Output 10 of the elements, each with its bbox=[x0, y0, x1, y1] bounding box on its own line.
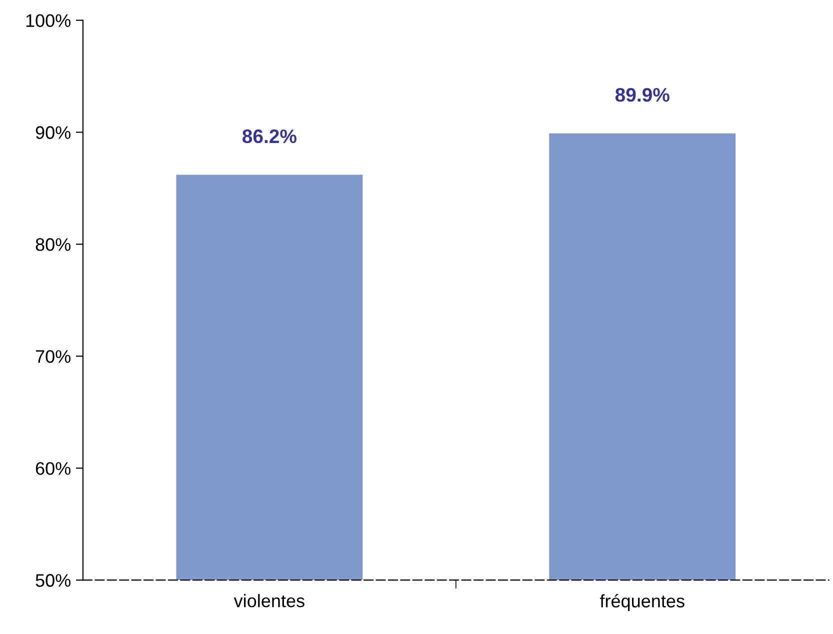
y-tick-label: 70% bbox=[36, 350, 71, 363]
x-tick-label: violentes bbox=[234, 594, 304, 608]
y-tick-label: 100% bbox=[26, 14, 71, 28]
x-tick-label: fréquentes bbox=[600, 594, 684, 612]
y-tick-label: 90% bbox=[36, 126, 71, 139]
data-label: 89.9% bbox=[615, 88, 670, 102]
y-tick-label: 60% bbox=[36, 462, 71, 475]
data-label: 86.2% bbox=[242, 129, 296, 144]
y-tick-label: 80% bbox=[36, 238, 71, 251]
y-tick-label: 50% bbox=[36, 574, 71, 587]
